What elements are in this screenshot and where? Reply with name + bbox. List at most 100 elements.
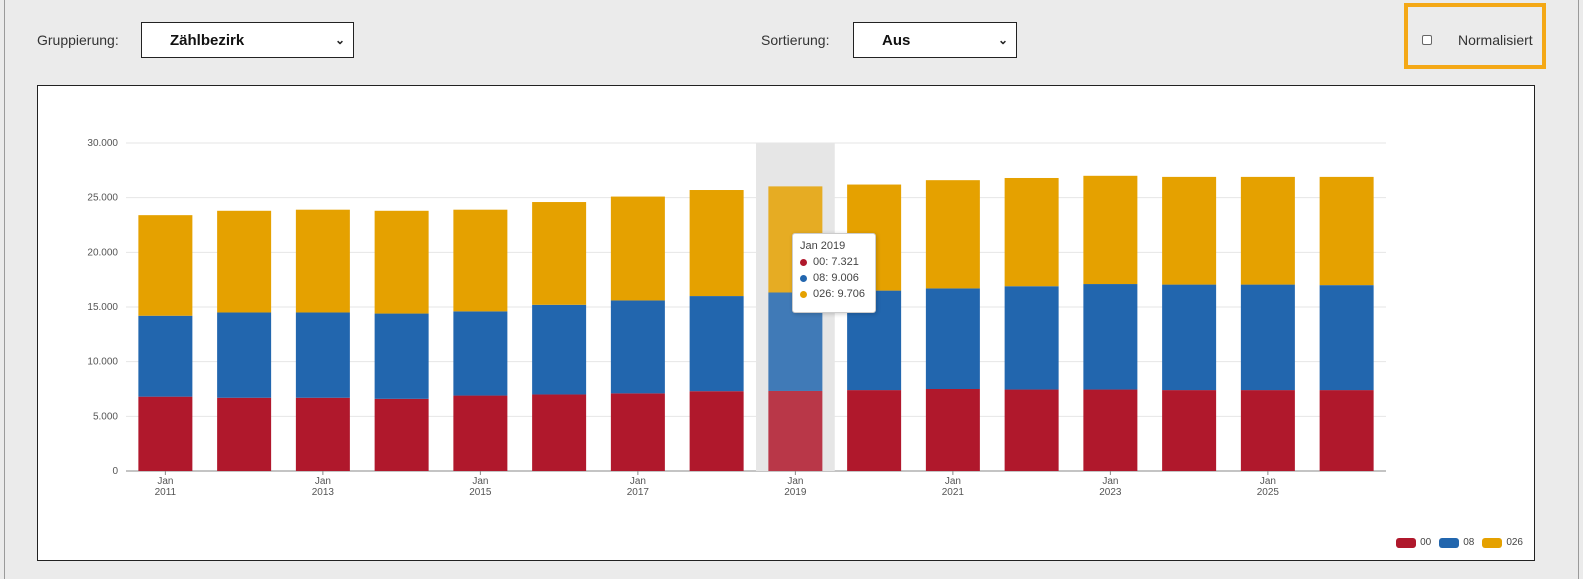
bar-segment-026[interactable]: [374, 210, 429, 314]
bar-segment-00[interactable]: [532, 394, 587, 471]
tooltip-series-dot: [800, 290, 807, 298]
sorting-label: Sortierung:: [761, 32, 830, 48]
x-tick-label: Jan: [945, 476, 961, 487]
chart-tooltip: Jan 2019 00: 7.321 08: 9.006 026: 9.706: [792, 233, 876, 313]
x-tick-label: 2025: [1257, 487, 1280, 498]
grouping-label: Gruppierung:: [37, 32, 119, 48]
bar-segment-08[interactable]: [374, 313, 429, 399]
x-tick-label: Jan: [157, 476, 173, 487]
tooltip-row: 08: 9.006: [800, 272, 875, 284]
normalize-checkbox[interactable]: [1422, 35, 1432, 45]
sorting-select[interactable]: Aus ⌄: [853, 22, 1017, 58]
bar-segment-00[interactable]: [138, 396, 193, 471]
bar-segment-026[interactable]: [689, 190, 744, 297]
normalize-highlight: [1404, 3, 1546, 69]
chart-legend: 00 08 026: [1396, 537, 1523, 548]
dashboard-frame: [4, 0, 1579, 579]
bar-segment-08[interactable]: [453, 311, 508, 396]
y-tick-label: 30.000: [87, 138, 118, 149]
legend-swatch: [1439, 537, 1460, 548]
legend-item-08[interactable]: 08: [1439, 537, 1474, 548]
bar-segment-00[interactable]: [768, 390, 823, 471]
bar-segment-00[interactable]: [295, 397, 350, 471]
tooltip-row: 026: 9.706: [800, 288, 875, 300]
grouping-select-value: Zählbezirk: [170, 31, 245, 49]
bar-segment-08[interactable]: [1162, 284, 1217, 391]
bar-segment-00[interactable]: [925, 389, 980, 471]
bar-segment-026[interactable]: [532, 202, 587, 305]
bar-segment-08[interactable]: [1319, 285, 1374, 391]
bar-segment-08[interactable]: [217, 312, 272, 398]
sorting-select-value: Aus: [882, 31, 911, 49]
bar-segment-00[interactable]: [217, 397, 272, 471]
tooltip-row-text: 00: 7.321: [813, 256, 859, 268]
bar-segment-00[interactable]: [1004, 389, 1059, 471]
bar-segment-026[interactable]: [1319, 176, 1374, 286]
bar-segment-08[interactable]: [1004, 286, 1059, 390]
legend-swatch: [1396, 537, 1417, 548]
bar-segment-026[interactable]: [453, 209, 508, 312]
legend-label: 08: [1463, 537, 1475, 548]
bar-segment-026[interactable]: [925, 180, 980, 289]
x-tick-label: 2011: [155, 487, 177, 498]
x-tick-label: Jan: [1102, 476, 1118, 487]
bar-segment-00[interactable]: [610, 393, 665, 471]
bar-segment-00[interactable]: [847, 390, 902, 471]
y-tick-label: 0: [112, 466, 118, 477]
y-tick-label: 10.000: [87, 357, 118, 368]
bar-segment-026[interactable]: [138, 215, 193, 316]
tooltip-row-text: 026: 9.706: [813, 288, 865, 300]
tooltip-row: 00: 7.321: [800, 256, 875, 268]
x-tick-label: 2019: [784, 487, 807, 498]
normalize-label[interactable]: Normalisiert: [1458, 32, 1533, 48]
bar-segment-026[interactable]: [1004, 177, 1059, 287]
legend-swatch: [1482, 537, 1503, 548]
tooltip-row-text: 08: 9.006: [813, 272, 859, 284]
x-tick-label: Jan: [787, 476, 803, 487]
bar-segment-00[interactable]: [1240, 390, 1295, 471]
bar-segment-08[interactable]: [925, 288, 980, 389]
x-tick-label: 2015: [469, 487, 492, 498]
legend-label: 026: [1506, 537, 1523, 548]
bar-segment-08[interactable]: [689, 296, 744, 392]
x-tick-label: 2017: [627, 487, 650, 498]
bar-segment-00[interactable]: [689, 391, 744, 471]
bar-segment-026[interactable]: [295, 209, 350, 313]
bar-segment-026[interactable]: [610, 196, 665, 301]
bar-segment-08[interactable]: [1083, 284, 1138, 390]
bar-segment-00[interactable]: [1083, 389, 1138, 471]
bar-segment-08[interactable]: [138, 315, 193, 397]
y-tick-label: 25.000: [87, 193, 118, 204]
bar-segment-00[interactable]: [453, 395, 508, 471]
x-tick-label: Jan: [472, 476, 488, 487]
bar-segment-026[interactable]: [217, 210, 272, 313]
x-tick-label: 2013: [312, 487, 335, 498]
x-tick-label: 2021: [942, 487, 965, 498]
y-tick-label: 5.000: [93, 411, 118, 422]
y-tick-label: 20.000: [87, 247, 118, 258]
bar-segment-08[interactable]: [532, 304, 587, 395]
tooltip-series-dot: [800, 274, 807, 282]
x-tick-label: Jan: [315, 476, 331, 487]
chart-container: 0 5.000 10.000 15.000 20.000 25.000 30.000 Jan 2…: [37, 85, 1535, 561]
bar-segment-08[interactable]: [1240, 284, 1295, 391]
bar-segment-00[interactable]: [1319, 390, 1374, 471]
bar-segment-00[interactable]: [1162, 390, 1217, 471]
x-tick-label: 2023: [1099, 487, 1122, 498]
chevron-down-icon: ⌄: [997, 33, 1008, 47]
y-tick-label: 15.000: [87, 302, 118, 313]
chevron-down-icon: ⌄: [334, 33, 345, 47]
bar-segment-08[interactable]: [610, 300, 665, 394]
stacked-bar-chart: 05.00010.00015.00020.00025.00030.000Jan2…: [87, 138, 1386, 498]
legend-item-026[interactable]: 026: [1482, 537, 1523, 548]
x-tick-label: Jan: [630, 476, 646, 487]
bar-segment-026[interactable]: [1240, 176, 1295, 285]
legend-item-00[interactable]: 00: [1396, 537, 1431, 548]
bar-segment-00[interactable]: [374, 398, 429, 471]
bar-segment-026[interactable]: [1162, 176, 1217, 285]
bar-segment-08[interactable]: [295, 312, 350, 398]
bar-segment-026[interactable]: [1083, 175, 1138, 285]
tooltip-title: Jan 2019: [800, 240, 846, 252]
legend-label: 00: [1420, 537, 1432, 548]
grouping-select[interactable]: Zählbezirk ⌄: [141, 22, 354, 58]
